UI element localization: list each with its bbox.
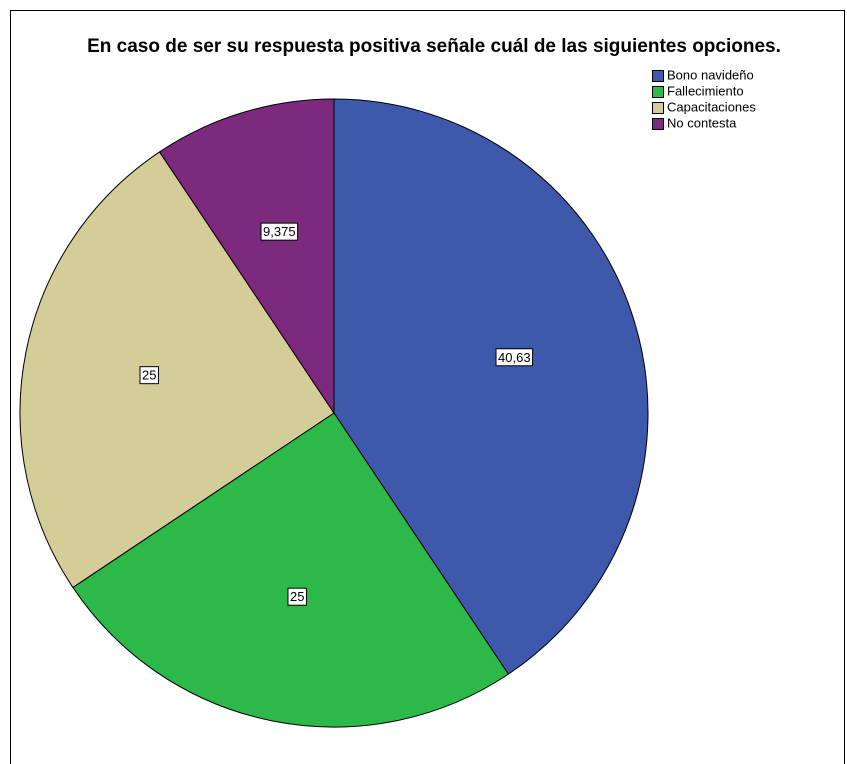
pie-slice [158,98,335,415]
legend-label: Bono navideño [667,67,754,82]
data-label: 40,63 [498,350,531,365]
pie-slice [72,412,510,728]
data-label: 25 [290,589,304,604]
data-label: 25 [142,368,156,383]
data-label: 9,375 [263,224,296,239]
data-label-box [495,348,534,367]
data-label-box [287,587,307,606]
legend-swatch [652,86,664,98]
data-label-box [139,366,159,385]
pie-slice [19,151,335,589]
legend-swatch [652,102,664,114]
legend-label: Capacitaciones [667,99,756,114]
legend-swatch [652,118,664,130]
legend-swatch [652,70,664,82]
data-label-box [260,222,299,241]
legend-label: No contesta [667,115,737,130]
legend-label: Fallecimiento [667,83,744,98]
chart-title: En caso de ser su respuesta positiva señ… [87,36,781,57]
